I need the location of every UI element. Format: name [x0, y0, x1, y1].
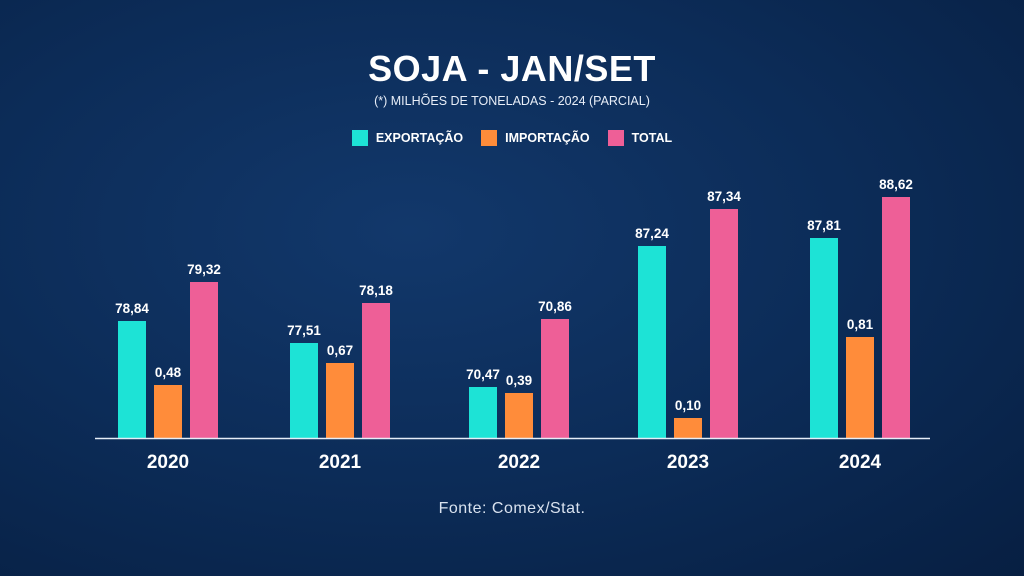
legend-item-importacao: IMPORTAÇÃO: [481, 130, 590, 146]
data-label: 78,18: [359, 283, 393, 298]
x-tick-label: 2021: [319, 452, 362, 473]
legend-item-total: TOTAL: [607, 130, 673, 146]
bar-2021-1: [326, 363, 354, 438]
data-label: 87,34: [707, 189, 741, 204]
data-label: 0,67: [327, 343, 353, 358]
bar-2021-2: [362, 303, 390, 438]
legend-swatch: [351, 130, 368, 146]
legend-swatch: [607, 130, 624, 146]
data-label: 0,39: [506, 373, 532, 388]
bar-2022-0: [469, 387, 497, 438]
data-label: 0,48: [155, 365, 182, 380]
legend: EXPORTAÇÃO IMPORTAÇÃO TOTAL: [0, 130, 1024, 146]
legend-swatch: [481, 130, 498, 146]
bar-2023-2: [710, 209, 738, 438]
chart-title: SOJA - JAN/SET: [368, 48, 656, 89]
data-label: 0,81: [847, 317, 874, 332]
x-tick-label: 2020: [147, 452, 189, 473]
bar-2020-0: [118, 321, 146, 438]
bar-2023-0: [638, 246, 666, 438]
data-label: 79,32: [187, 262, 221, 277]
bar-2021-0: [290, 343, 318, 438]
data-label: 77,51: [287, 323, 321, 338]
legend-item-exportacao: EXPORTAÇÃO: [351, 130, 464, 146]
data-label: 87,24: [635, 226, 669, 241]
data-label: 88,62: [879, 177, 913, 192]
bar-2022-2: [541, 319, 569, 438]
data-label: 70,86: [538, 299, 572, 314]
bar-2024-0: [810, 238, 838, 438]
legend-label: EXPORTAÇÃO: [375, 131, 464, 145]
bar-2020-1: [154, 385, 182, 438]
bar-2024-1: [846, 337, 874, 438]
legend-label: IMPORTAÇÃO: [505, 131, 590, 145]
data-label: 78,84: [115, 301, 149, 316]
data-label: 0,10: [675, 398, 701, 413]
bar-2022-1: [505, 393, 533, 438]
bar-2020-2: [190, 282, 218, 438]
bar-2023-1: [674, 418, 702, 438]
data-label: 87,81: [807, 218, 841, 233]
data-label: 70,47: [466, 367, 500, 382]
x-tick-label: 2022: [498, 452, 540, 473]
bar-2024-2: [882, 197, 910, 438]
x-tick-label: 2023: [667, 452, 709, 473]
x-tick-label: 2024: [839, 452, 882, 473]
chart-subtitle: (*) MILHÕES DE TONELADAS - 2024 (PARCIAL…: [374, 94, 650, 108]
legend-label: TOTAL: [631, 131, 673, 145]
source-note: Fonte: Comex/Stat.: [438, 500, 586, 517]
